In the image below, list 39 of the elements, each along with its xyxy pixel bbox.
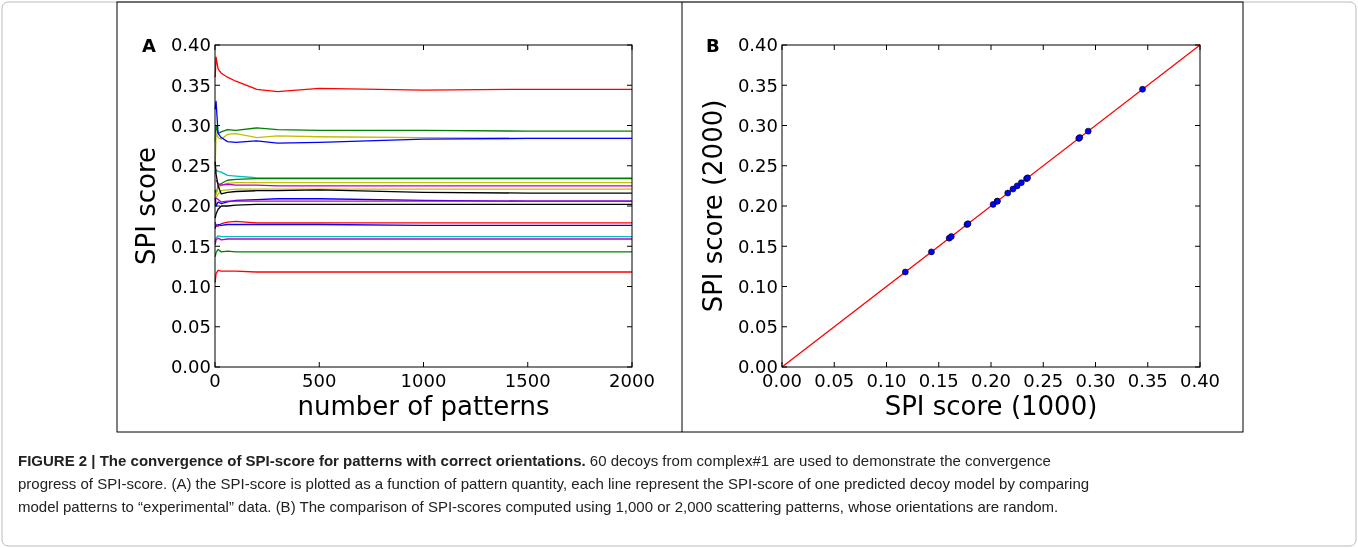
x-tick-label: 0.35 (1127, 370, 1168, 391)
y-tick-label: 0.10 (737, 275, 778, 297)
y-tick-label: 0.20 (170, 195, 211, 217)
x-tick-label: 1500 (504, 370, 551, 391)
x-axis-title: SPI score (1000) (884, 391, 1098, 421)
y-tick-label: 0.35 (737, 74, 778, 96)
x-tick-label: 2000 (609, 370, 655, 391)
y-tick-label: 0.40 (737, 34, 778, 56)
x-tick-label: 0.20 (970, 370, 1012, 391)
x-tick-label: 0 (209, 370, 221, 391)
y-tick-label: 0.15 (737, 235, 778, 257)
x-tick-label: 0.15 (918, 370, 959, 391)
y-tick-label: 0.05 (170, 316, 211, 338)
y-tick-label: 0.35 (170, 74, 211, 96)
x-tick-label: 0.30 (1075, 370, 1116, 391)
x-tick-label: 0.10 (866, 370, 907, 391)
x-tick-label: 500 (302, 370, 337, 391)
y-axis-title: SPI score (2000) (698, 99, 728, 313)
y-tick-label: 0.30 (737, 114, 778, 136)
x-axis-title: number of patterns (297, 391, 550, 421)
x-tick-label: 1000 (400, 370, 447, 391)
y-tick-label: 0.30 (170, 114, 211, 136)
text: FIGURE 2 | The convergence of SPI-score for patterns with correct orientations. (18, 452, 586, 469)
y-tick-label: 0.40 (170, 34, 211, 56)
y-tick-label: 0.15 (170, 235, 211, 257)
y-tick-label: 0.25 (737, 155, 778, 177)
x-tick-label: 0.40 (1179, 370, 1221, 391)
text: model patterns to “experimental” data. (B) The comparison of SPI-scores computed using 1,000 or 2,000 scattering patterns, whose orientations are random. (18, 498, 1059, 515)
text: 60 decoys from complex#1 are used to demonstrate the convergence (585, 452, 1051, 469)
x-tick-label: 0.05 (814, 370, 855, 391)
chart-title: A (142, 35, 156, 56)
y-tick-label: 0.20 (737, 195, 778, 217)
x-tick-label: 0.25 (1023, 370, 1064, 391)
text: progress of SPI-score. (A) the SPI-score is plotted as a function of pattern quantity, each line represent the SPI-score of one predicted decoy model by comparing (18, 475, 1090, 492)
y-tick-label: 0.05 (737, 316, 778, 338)
y-tick-label: 0.25 (170, 155, 211, 177)
y-tick-label: 0.10 (170, 275, 211, 297)
y-axis-title: SPI score (131, 147, 161, 265)
chart-title: B (706, 35, 720, 56)
